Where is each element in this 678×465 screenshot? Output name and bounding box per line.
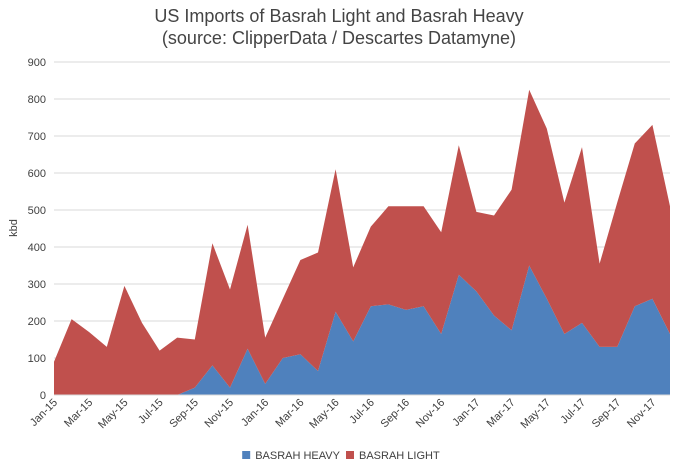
x-tick-label: Nov-15: [203, 397, 237, 431]
legend: BASRAH HEAVY BASRAH LIGHT: [242, 450, 440, 462]
x-axis: Jan-15 Mar-15 May-15 Jul-15 Sep-15 Nov-15 Jan-…: [28, 394, 670, 431]
y-tick-label: 600: [28, 168, 46, 180]
x-tick-label: May-17: [518, 397, 552, 431]
x-tick-label: May-16: [307, 397, 341, 431]
x-tick-label: Sep-17: [590, 397, 624, 431]
area-basrah-light: [54, 89, 670, 395]
area-basrah-heavy: [54, 265, 670, 395]
y-tick-label: 900: [28, 57, 46, 69]
y-axis: 0 100 200 300 400 500 600 700 800 900: [28, 57, 46, 402]
legend-label-basrah-heavy: BASRAH HEAVY: [255, 450, 340, 462]
y-tick-label: 400: [28, 242, 46, 254]
x-tick-label: Jul-17: [558, 397, 588, 427]
chart-title: US Imports of Basrah Light and Basrah He…: [154, 6, 523, 26]
y-tick-label: 200: [28, 316, 46, 328]
plot-areas: [54, 89, 670, 395]
y-tick-label: 300: [28, 279, 46, 291]
y-tick-label: 500: [28, 205, 46, 217]
x-tick-label: Nov-16: [414, 397, 448, 431]
x-tick-label: Nov-17: [625, 397, 659, 431]
legend-label-basrah-light: BASRAH LIGHT: [359, 450, 440, 462]
x-tick-label: May-15: [96, 397, 130, 431]
y-tick-label: 700: [28, 131, 46, 143]
y-tick-label: 0: [40, 390, 46, 402]
y-axis-label: kbd: [8, 219, 20, 237]
x-tick-label: Jul-16: [347, 397, 377, 427]
y-tick-label: 800: [28, 94, 46, 106]
x-tick-label: Mar-16: [273, 397, 306, 430]
x-tick-label: Mar-15: [62, 397, 95, 430]
x-tick-label: Mar-17: [485, 397, 518, 430]
x-tick-label: Jul-15: [136, 397, 166, 427]
y-tick-label: 100: [28, 353, 46, 365]
chart-subtitle: (source: ClipperData / Descartes Datamyn…: [162, 28, 516, 48]
legend-swatch-basrah-light: [346, 451, 354, 459]
x-tick-label: Sep-16: [379, 397, 413, 431]
x-tick-label: Jan-16: [239, 397, 271, 429]
legend-swatch-basrah-heavy: [242, 451, 251, 459]
x-tick-label: Jan-17: [450, 397, 482, 429]
x-tick-label: Sep-15: [167, 397, 201, 431]
